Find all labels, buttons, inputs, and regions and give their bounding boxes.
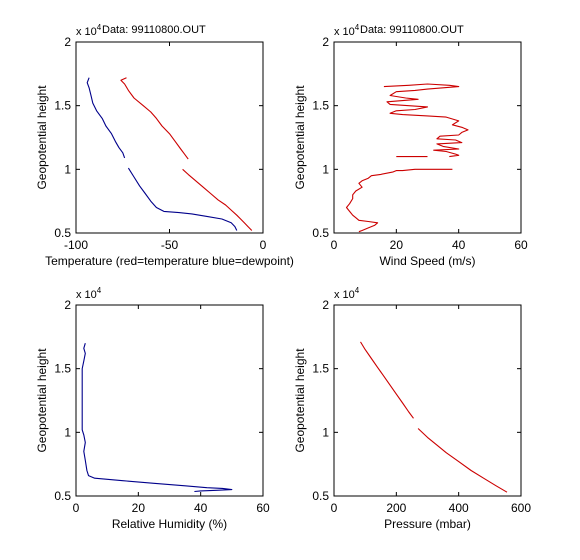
series-1-segment-1 xyxy=(383,83,469,158)
axes-box xyxy=(333,41,522,234)
y-tick-label: 0.5 xyxy=(312,489,329,503)
y-tick-label: 1 xyxy=(322,425,329,439)
y-tick-label: 2 xyxy=(322,35,329,49)
axes-box xyxy=(75,304,264,497)
chart-title: Data: 99110800.OUT xyxy=(360,24,464,36)
subplot-4: 0 200 400 600 0.5 1 1.5 2 x 104 Pressure (mbar) Ge… xyxy=(293,286,531,531)
subplot-3: 0 20 40 60 0.5 1 1.5 2 x 104 Relative Humidity (%… xyxy=(35,286,270,531)
x-tick-label: 400 xyxy=(449,501,469,515)
subplot-2: 0 20 40 60 0.5 1 1.5 2 x 104 Data: 99110800.OUT Wi… xyxy=(293,23,528,268)
series-1-segment-3 xyxy=(345,168,453,233)
subplot-1: -100 -50 0 0.5 1 1.5 2 x 104 Data: 99110800.OUT T… xyxy=(35,23,294,268)
y-multiplier-base: x 10 xyxy=(334,26,355,38)
axes-box xyxy=(75,41,264,234)
x-axis-label: Pressure (mbar) xyxy=(384,517,471,531)
y-axis-label: Geopotential height xyxy=(293,85,307,190)
y-tick-label: 2 xyxy=(322,298,329,312)
y-tick-label: 0.5 xyxy=(312,226,329,240)
x-axis-label: Relative Humidity (%) xyxy=(112,517,227,531)
y-tick-label: 0.5 xyxy=(54,226,71,240)
x-axis-label: Temperature (red=temperature blue=dewpoi… xyxy=(45,254,294,268)
x-tick-label: 600 xyxy=(511,501,531,515)
series-2-segment-1 xyxy=(86,77,126,159)
y-multiplier-base: x 10 xyxy=(76,289,97,301)
series-1-segment-1 xyxy=(81,343,233,493)
y-tick-label: 1 xyxy=(322,162,329,176)
axes-box xyxy=(333,304,522,497)
y-multiplier-base: x 10 xyxy=(334,289,355,301)
y-tick-label: 1 xyxy=(64,162,71,176)
y-multiplier-exponent: 4 xyxy=(355,286,360,295)
y-multiplier-exponent: 4 xyxy=(97,23,102,32)
x-tick-label: 40 xyxy=(452,238,466,252)
x-tick-label: 0 xyxy=(73,501,80,515)
x-tick-label: 20 xyxy=(132,501,146,515)
x-tick-label: 0 xyxy=(331,501,338,515)
y-multiplier-base: x 10 xyxy=(76,26,97,38)
series-1-segment-1 xyxy=(360,341,414,419)
y-multiplier: x 104 xyxy=(76,23,102,38)
x-tick-label: 20 xyxy=(390,238,404,252)
y-tick-label: 2 xyxy=(64,35,71,49)
x-tick-label: -100 xyxy=(64,238,88,252)
y-tick-label: 1.5 xyxy=(312,362,329,376)
y-multiplier-exponent: 4 xyxy=(355,23,360,32)
x-tick-label: 40 xyxy=(194,501,208,515)
y-multiplier: x 104 xyxy=(76,286,102,301)
y-multiplier: x 104 xyxy=(334,286,360,301)
y-tick-label: 1.5 xyxy=(312,99,329,113)
y-tick-label: 1 xyxy=(64,425,71,439)
y-multiplier-exponent: 4 xyxy=(97,286,102,295)
y-multiplier: x 104 xyxy=(334,23,360,38)
series-1-segment-2 xyxy=(417,428,508,493)
y-axis-label: Geopotential height xyxy=(35,348,49,453)
x-tick-label: -50 xyxy=(161,238,179,252)
x-tick-label: 0 xyxy=(260,238,267,252)
x-tick-label: 200 xyxy=(386,501,406,515)
x-axis-label: Wind Speed (m/s) xyxy=(379,254,475,268)
series-1-segment-1 xyxy=(120,77,189,160)
x-tick-label: 0 xyxy=(331,238,338,252)
chart-title: Data: 99110800.OUT xyxy=(102,24,206,36)
y-tick-label: 0.5 xyxy=(54,489,71,503)
y-axis-label: Geopotential height xyxy=(293,348,307,453)
y-tick-label: 1.5 xyxy=(54,362,71,376)
x-tick-label: 60 xyxy=(256,501,270,515)
series-1-segment-2 xyxy=(182,168,253,231)
x-tick-label: 60 xyxy=(514,238,528,252)
y-axis-label: Geopotential height xyxy=(35,85,49,190)
y-tick-label: 2 xyxy=(64,298,71,312)
y-tick-label: 1.5 xyxy=(54,99,71,113)
series-2-segment-2 xyxy=(127,167,238,231)
